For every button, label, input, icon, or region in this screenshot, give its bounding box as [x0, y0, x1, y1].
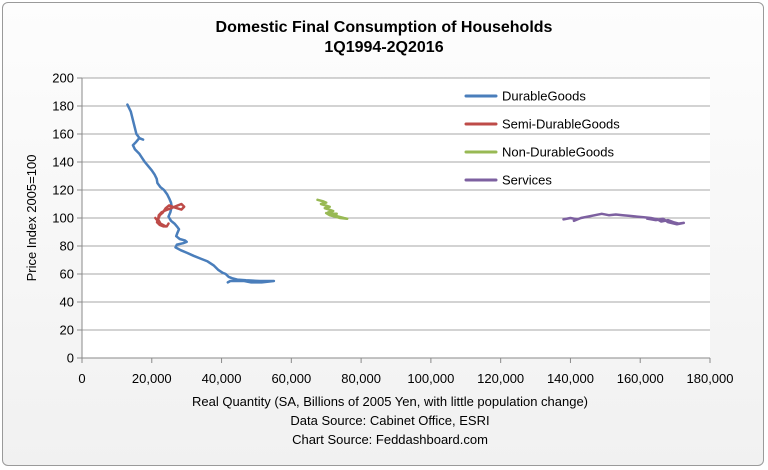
y-tick-label: 80 [60, 239, 74, 254]
legend: DurableGoods Semi-DurableGoods Non-Durable… [464, 89, 620, 188]
y-tick-label: 180 [52, 99, 74, 114]
chart-title-line2: 1Q1994-2Q2016 [324, 39, 443, 56]
x-tick-label: 40,000 [202, 371, 242, 386]
x-tick-label: 20,000 [132, 371, 172, 386]
legend-label-services: Services [502, 173, 552, 188]
y-tick-label: 0 [67, 351, 74, 366]
data-source-note: Data Source: Cabinet Office, ESRI [290, 413, 489, 428]
legend-label-semi-durablegoods: Semi-DurableGoods [502, 117, 620, 132]
gridlines [77, 77, 711, 363]
x-tick-label: 120,000 [477, 371, 524, 386]
series-group [126, 103, 686, 284]
y-tick-label: 140 [52, 155, 74, 170]
series-line-durablegoods [126, 103, 276, 284]
x-tick-label: 140,000 [547, 371, 594, 386]
series-line-non-durablegoods [316, 198, 349, 220]
y-tick-label: 20 [60, 323, 74, 338]
chart-title-line1: Domestic Final Consumption of Households [216, 19, 553, 36]
chart-source-note: Chart Source: Feddashboard.com [292, 432, 488, 447]
y-tick-labels: 0 20 40 60 80 100 120 140 160 180 200 [52, 71, 74, 366]
y-tick-label: 100 [52, 211, 74, 226]
x-tick-label: 0 [78, 371, 85, 386]
x-tick-label: 100,000 [407, 371, 454, 386]
y-tick-label: 200 [52, 71, 74, 86]
y-tick-label: 120 [52, 183, 74, 198]
axes [81, 78, 710, 359]
y-tick-label: 160 [52, 127, 74, 142]
legend-label-durablegoods: DurableGoods [502, 89, 586, 104]
y-axis-label: Price Index 2005=100 [24, 155, 39, 282]
x-tick-labels: 0 20,000 40,000 60,000 80,000 100,000 120,000 1… [78, 371, 733, 386]
series-line-semi-durablegoods [154, 202, 186, 228]
legend-label-non-durablegoods: Non-DurableGoods [502, 145, 615, 160]
x-tick-label: 80,000 [341, 371, 381, 386]
x-tick-label: 160,000 [617, 371, 664, 386]
x-tick-label: 180,000 [687, 371, 734, 386]
x-tick-label: 60,000 [271, 371, 311, 386]
y-tick-label: 40 [60, 295, 74, 310]
x-axis-label: Real Quantity (SA, Billions of 2005 Yen,… [192, 394, 588, 409]
y-tick-label: 60 [60, 267, 74, 282]
series-line-services [562, 212, 686, 226]
